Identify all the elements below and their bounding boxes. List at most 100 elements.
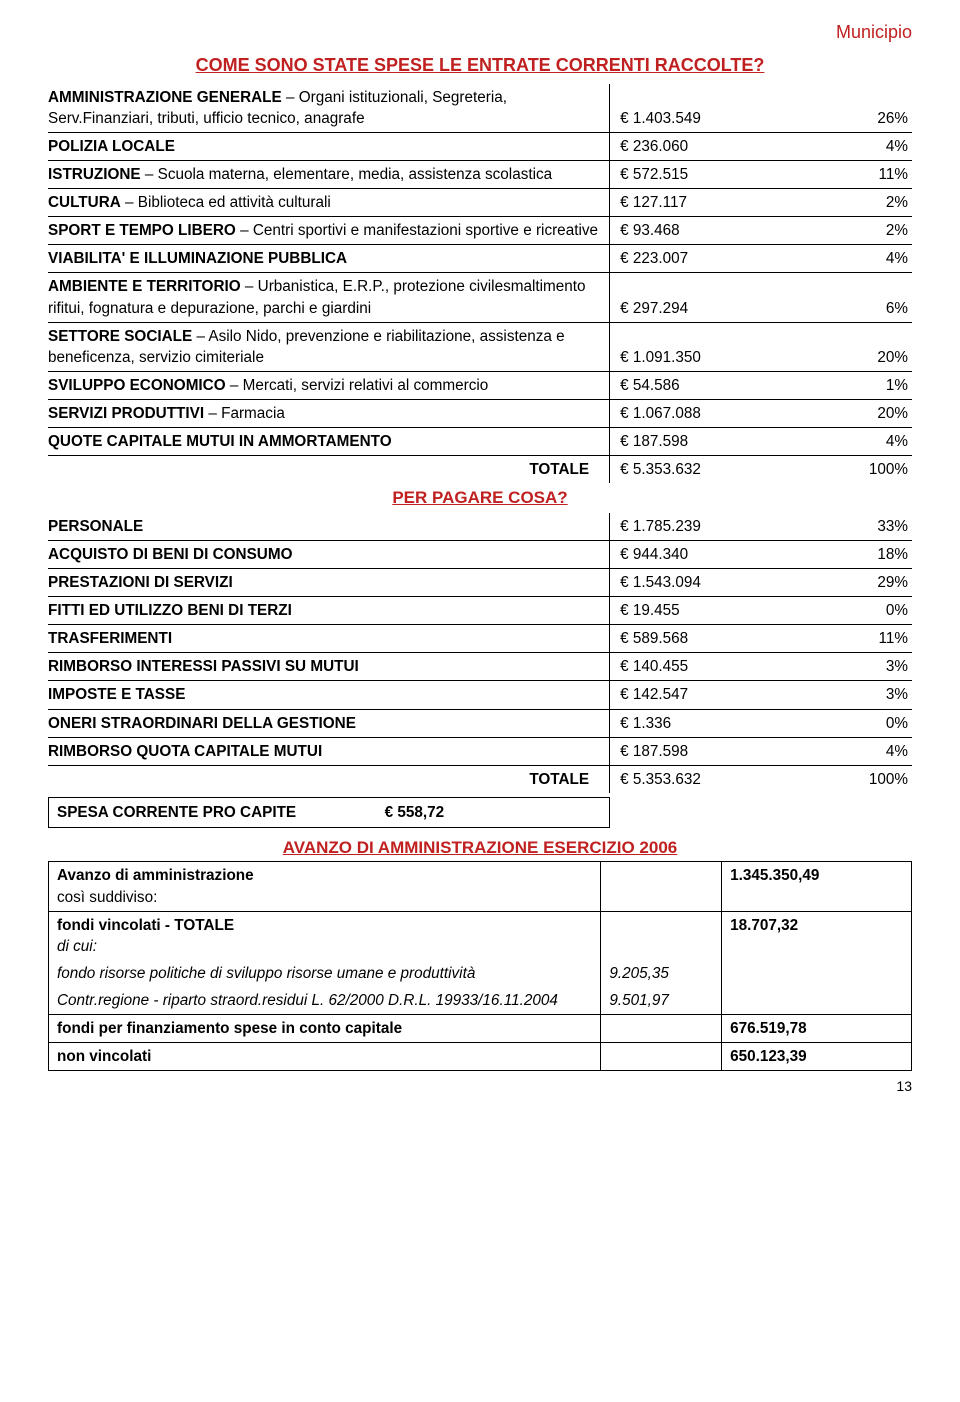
row-percent: 4% [791,132,912,160]
table-row: ONERI STRAORDINARI DELLA GESTIONE€ 1.336… [48,709,912,737]
row-desc: VIABILITA' E ILLUMINAZIONE PUBBLICA [48,245,610,273]
row-desc: SPORT E TEMPO LIBERO – Centri sportivi e… [48,217,610,245]
row-percent: 11% [791,625,912,653]
row-desc: TOTALE [48,456,610,484]
row-amount: € 1.785.239 [610,513,791,541]
row-desc: TOTALE [48,765,610,793]
row-percent: 1% [791,371,912,399]
section-title-2: PER PAGARE COSA? [48,483,912,512]
row-desc: PRESTAZIONI DI SERVIZI [48,568,610,596]
avanzo-r3-n: 9.205,35 [601,960,722,987]
avanzo-table: Avanzo di amministrazionecosì suddiviso:… [48,861,912,1071]
row-amount: € 54.586 [610,371,791,399]
row-percent: 18% [791,540,912,568]
row-percent: 6% [791,273,912,322]
row-desc: SVILUPPO ECONOMICO – Mercati, servizi re… [48,371,610,399]
table-row: VIABILITA' E ILLUMINAZIONE PUBBLICA€ 223… [48,245,912,273]
row-percent: 20% [791,399,912,427]
table-row: IMPOSTE E TASSE€ 142.5473% [48,681,912,709]
table-row: SERVIZI PRODUTTIVI – Farmacia€ 1.067.088… [48,399,912,427]
row-amount: € 944.340 [610,540,791,568]
row-percent: 2% [791,189,912,217]
row-amount: € 1.403.549 [610,84,791,133]
row-amount: € 93.468 [610,217,791,245]
row-desc: QUOTE CAPITALE MUTUI IN AMMORTAMENTO [48,428,610,456]
avanzo-r2-label: fondi vincolati - TOTALEdi cui: [49,911,601,960]
row-desc: IMPOSTE E TASSE [48,681,610,709]
row-amount: € 1.091.350 [610,322,791,371]
avanzo-r3-label: fondo risorse politiche di sviluppo riso… [49,960,601,987]
row-desc: SETTORE SOCIALE – Asilo Nido, prevenzion… [48,322,610,371]
table-row: SVILUPPO ECONOMICO – Mercati, servizi re… [48,371,912,399]
table-row: ISTRUZIONE – Scuola materna, elementare,… [48,160,912,188]
row-amount: € 589.568 [610,625,791,653]
avanzo-r5-val: 676.519,78 [722,1015,912,1043]
row-percent: 2% [791,217,912,245]
expenses-table: AMMINISTRAZIONE GENERALE – Organi istitu… [48,84,912,793]
row-desc: RIMBORSO INTERESSI PASSIVI SU MUTUI [48,653,610,681]
row-percent: 3% [791,653,912,681]
pro-capite-row: SPESA CORRENTE PRO CAPITE € 558,72 [49,797,913,827]
table-row: SETTORE SOCIALE – Asilo Nido, prevenzion… [48,322,912,371]
row-percent: 33% [791,513,912,541]
row-desc: AMBIENTE E TERRITORIO – Urbanistica, E.R… [48,273,610,322]
row-desc: FITTI ED UTILIZZO BENI DI TERZI [48,597,610,625]
avanzo-r4-n: 9.501,97 [601,987,722,1015]
table-row: QUOTE CAPITALE MUTUI IN AMMORTAMENTO€ 18… [48,428,912,456]
table-row: PRESTAZIONI DI SERVIZI€ 1.543.09429% [48,568,912,596]
header-section-label: Municipio [48,20,912,45]
row-desc: POLIZIA LOCALE [48,132,610,160]
table-row: TOTALE€ 5.353.632100% [48,456,912,484]
row-percent: 100% [791,765,912,793]
table-row: AMBIENTE E TERRITORIO – Urbanistica, E.R… [48,273,912,322]
row-amount: € 572.515 [610,160,791,188]
table-row: RIMBORSO QUOTA CAPITALE MUTUI€ 187.5984% [48,737,912,765]
table-row: POLIZIA LOCALE€ 236.0604% [48,132,912,160]
table-row: ACQUISTO DI BENI DI CONSUMO€ 944.34018% [48,540,912,568]
row-amount: € 140.455 [610,653,791,681]
table-row: PERSONALE€ 1.785.23933% [48,513,912,541]
row-amount: € 5.353.632 [610,456,791,484]
table-row: AMMINISTRAZIONE GENERALE – Organi istitu… [48,84,912,133]
row-amount: € 1.067.088 [610,399,791,427]
row-percent: 3% [791,681,912,709]
row-amount: € 19.455 [610,597,791,625]
row-percent: 100% [791,456,912,484]
row-desc: TRASFERIMENTI [48,625,610,653]
row-desc: SERVIZI PRODUTTIVI – Farmacia [48,399,610,427]
row-desc: RIMBORSO QUOTA CAPITALE MUTUI [48,737,610,765]
avanzo-r4-label: Contr.regione - riparto straord.residui … [49,987,601,1015]
row-amount: € 187.598 [610,428,791,456]
avanzo-r1-label: Avanzo di amministrazionecosì suddiviso: [49,862,601,911]
row-amount: € 1.336 [610,709,791,737]
row-amount: € 1.543.094 [610,568,791,596]
row-desc: PERSONALE [48,513,610,541]
row-amount: € 297.294 [610,273,791,322]
avanzo-title: AVANZO DI AMMINISTRAZIONE ESERCIZIO 2006 [48,836,912,859]
avanzo-r1-val: 1.345.350,49 [722,862,912,911]
pro-capite-label: SPESA CORRENTE PRO CAPITE [49,797,377,827]
table-row: TOTALE€ 5.353.632100% [48,765,912,793]
avanzo-r5-label: fondi per finanziamento spese in conto c… [49,1015,601,1043]
page-number: 13 [48,1077,912,1096]
row-amount: € 187.598 [610,737,791,765]
row-desc: ACQUISTO DI BENI DI CONSUMO [48,540,610,568]
row-desc: AMMINISTRAZIONE GENERALE – Organi istitu… [48,84,610,133]
row-desc: ISTRUZIONE – Scuola materna, elementare,… [48,160,610,188]
row-percent: 0% [791,709,912,737]
row-percent: 11% [791,160,912,188]
row-amount: € 5.353.632 [610,765,791,793]
table-row: TRASFERIMENTI€ 589.56811% [48,625,912,653]
avanzo-r6-val: 650.123,39 [722,1043,912,1071]
row-desc: CULTURA – Biblioteca ed attività cultura… [48,189,610,217]
avanzo-r6-label: non vincolati [49,1043,601,1071]
row-percent: 20% [791,322,912,371]
section-title-1: COME SONO STATE SPESE LE ENTRATE CORRENT… [48,53,912,78]
row-amount: € 236.060 [610,132,791,160]
row-amount: € 142.547 [610,681,791,709]
pro-capite-value: € 558,72 [377,797,610,827]
table-row: SPORT E TEMPO LIBERO – Centri sportivi e… [48,217,912,245]
row-amount: € 223.007 [610,245,791,273]
table-row: CULTURA – Biblioteca ed attività cultura… [48,189,912,217]
row-percent: 4% [791,737,912,765]
